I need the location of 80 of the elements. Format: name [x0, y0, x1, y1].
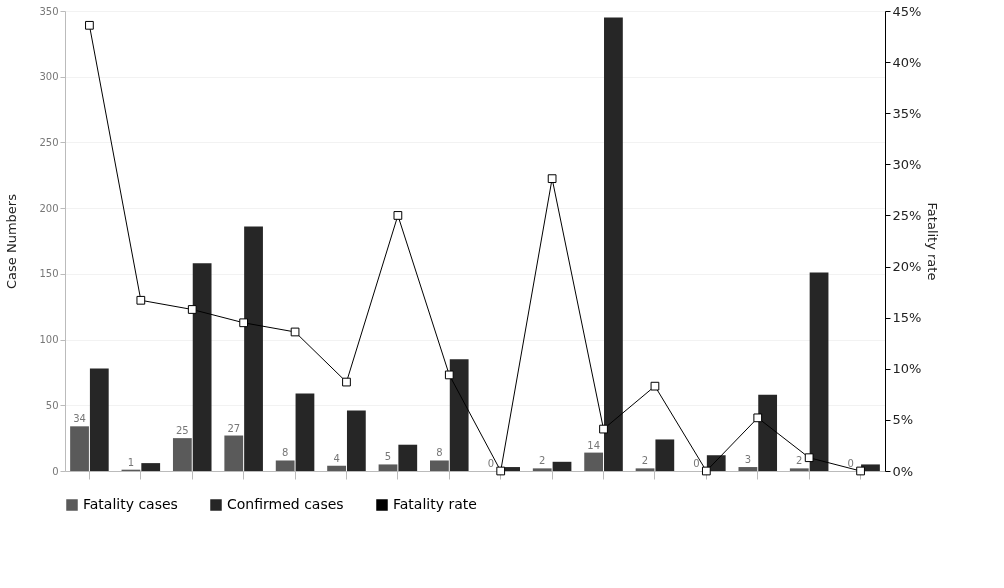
- point: [85, 20, 94, 30]
- y-tick-label: 200: [39, 202, 59, 214]
- point: [239, 318, 249, 328]
- data-label: 8: [281, 447, 289, 459]
- y2-tick-label: 20%: [892, 259, 922, 275]
- data-label: 0: [693, 458, 700, 469]
- bar: [430, 460, 449, 471]
- y2-axis-title: Fatality rate: [925, 202, 941, 281]
- legend-label: Fatality cases: [83, 496, 178, 512]
- bar: [192, 263, 212, 471]
- y2-tick-label: 40%: [892, 54, 922, 70]
- point: [342, 377, 351, 387]
- data-label: 5: [384, 451, 392, 463]
- y2-tick-label: 25%: [892, 207, 922, 223]
- point: [701, 466, 711, 476]
- point: [496, 466, 506, 476]
- data-label: 14: [587, 439, 601, 451]
- y-tick-label: 0: [52, 465, 59, 477]
- data-label: 2: [539, 455, 546, 467]
- bar: [244, 226, 263, 471]
- point: [136, 295, 146, 305]
- bar: [532, 468, 552, 471]
- data-label: 8: [436, 447, 443, 459]
- bar: [327, 465, 346, 471]
- point: [650, 381, 660, 391]
- bar: [398, 444, 418, 471]
- bar: [449, 359, 469, 471]
- bar: [635, 468, 655, 471]
- legend-label: Fatality rate: [393, 496, 477, 512]
- point: [599, 424, 608, 434]
- bar: [275, 460, 295, 471]
- bar: [758, 394, 778, 471]
- data-label: 34: [73, 413, 86, 425]
- bar: [552, 461, 572, 471]
- data-label: 1: [127, 456, 135, 468]
- point: [547, 174, 557, 184]
- data-label: 2: [796, 455, 803, 467]
- data-label: 0: [847, 458, 854, 469]
- bar: [89, 368, 109, 471]
- data-label: 27: [227, 422, 241, 434]
- y-tick-label: 300: [39, 71, 59, 83]
- bar: [789, 468, 809, 471]
- bar: [295, 393, 315, 471]
- y2-tick-label: 35%: [892, 105, 922, 121]
- data-label: 3: [744, 454, 752, 466]
- y2-tick-label: 15%: [892, 310, 922, 326]
- point: [187, 305, 197, 314]
- bar: [655, 439, 675, 471]
- data-label: 25: [175, 425, 189, 437]
- y-axis-title: Case Numbers: [4, 193, 20, 289]
- y2-tick-label: 45%: [892, 3, 922, 19]
- point: [753, 413, 763, 423]
- bar: [604, 17, 623, 471]
- y2-tick-label: 30%: [892, 156, 922, 172]
- y2-tick-label: 5%: [892, 412, 914, 428]
- point: [290, 327, 300, 337]
- data-label: 0: [487, 458, 495, 469]
- y2-tick-label: 0%: [892, 463, 914, 479]
- y-tick-label: 150: [39, 268, 59, 280]
- bar: [172, 438, 192, 471]
- bar: [809, 272, 829, 471]
- bar: [378, 464, 398, 471]
- y-tick-label: 50: [45, 399, 59, 411]
- point: [393, 211, 403, 220]
- bar: [346, 410, 366, 471]
- bar: [224, 435, 244, 471]
- legend-label: Confirmed cases: [227, 496, 344, 512]
- data-label: 4: [333, 452, 340, 464]
- bar: [738, 467, 758, 471]
- y-tick-label: 250: [39, 136, 59, 148]
- y-tick-label: 100: [39, 334, 59, 346]
- point: [804, 453, 814, 463]
- point: [856, 466, 865, 476]
- bar: [584, 452, 604, 471]
- y2-tick-label: 10%: [892, 361, 922, 377]
- point: [444, 370, 454, 380]
- bar: [141, 463, 161, 471]
- data-label: 2: [641, 455, 649, 467]
- bar: [70, 426, 89, 471]
- y-tick-label: 350: [39, 5, 59, 17]
